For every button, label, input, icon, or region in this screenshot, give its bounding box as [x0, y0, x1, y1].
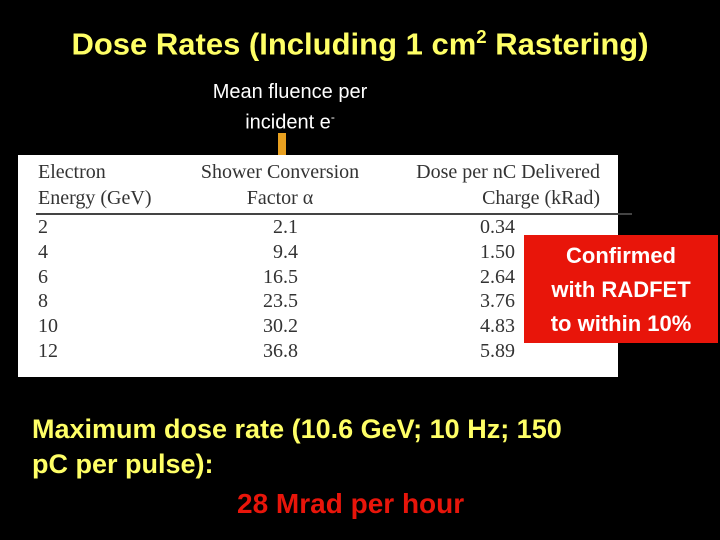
- annotation-text: incident e: [245, 111, 331, 134]
- table-cell: 4.83: [480, 315, 515, 338]
- table-cell: 1.50: [480, 240, 515, 263]
- header-cell: Energy (GeV): [38, 187, 152, 209]
- callout-line: to within 10%: [550, 311, 692, 336]
- table-cell: 2: [38, 216, 48, 238]
- title: Dose Rates (Including 1 cm2 Rastering): [0, 26, 720, 62]
- annotation-superscript: -: [330, 110, 335, 124]
- title-superscript: 2: [476, 26, 487, 47]
- header-cell: Dose per nC Delivered: [416, 161, 600, 183]
- annotation-line: incident e-: [160, 105, 420, 136]
- table-cell: 0.34: [480, 216, 515, 238]
- annotation: Mean fluence per incident e-: [160, 80, 420, 136]
- table-cell: 16.5: [263, 265, 298, 288]
- header-cell: Charge (kRad): [482, 187, 600, 209]
- callout-line: Confirmed: [566, 243, 676, 268]
- arrow: [278, 133, 286, 163]
- header-rule: [36, 213, 632, 215]
- highlight: 28 Mrad per hour: [237, 488, 465, 519]
- table-cell: 6: [38, 265, 48, 288]
- table-cell: 30.2: [263, 315, 298, 338]
- table: Electron Energy (GeV) Shower Conversion Fac…: [18, 155, 632, 377]
- table-cell: 23.5: [263, 290, 298, 313]
- table-cell: 8: [38, 290, 48, 313]
- callout-line: with RADFET: [551, 277, 691, 302]
- table-cell: 2.1: [273, 216, 298, 238]
- table-cell: 12: [38, 340, 58, 362]
- table-cell: 5.89: [480, 340, 515, 362]
- annotation-line: Mean fluence per: [212, 81, 368, 103]
- header-cell: Electron: [38, 161, 106, 183]
- footer-line: Maximum dose rate (10.6 GeV; 10 Hz; 150: [32, 414, 562, 444]
- footer: Maximum dose rate (10.6 GeV; 10 Hz; 150 …: [32, 412, 562, 482]
- callout: Confirmed with RADFET to within 10%: [524, 235, 718, 343]
- header-cell: Factor α: [246, 187, 314, 209]
- header-cell: Shower Conversion: [200, 161, 360, 183]
- table-cell: 9.4: [273, 240, 298, 263]
- table-cell: 3.76: [480, 290, 515, 313]
- table-cell: 10: [38, 315, 58, 338]
- title-rest: Rastering): [486, 26, 649, 62]
- table-cell: 2.64: [480, 265, 515, 288]
- table-cell: 36.8: [263, 340, 298, 362]
- table-cell: 4: [38, 240, 48, 263]
- footer-line: pC per pulse):: [32, 449, 214, 479]
- title-text: Dose Rates (Including 1 cm: [71, 26, 477, 62]
